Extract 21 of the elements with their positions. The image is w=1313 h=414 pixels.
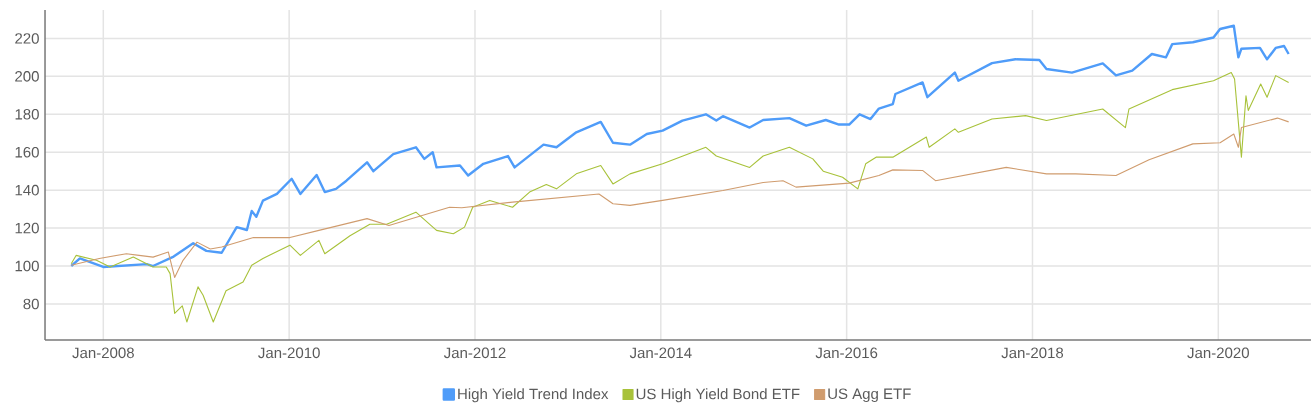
x-tick-label: Jan-2014 bbox=[629, 347, 692, 359]
y-tick-label: 120 bbox=[15, 222, 39, 234]
line-series bbox=[70, 72, 1290, 323]
legend-label: High Yield Trend Index bbox=[458, 388, 609, 403]
y-tick-label: 160 bbox=[15, 146, 39, 158]
y-tick-label: 100 bbox=[15, 260, 39, 272]
x-tick-label: Jan-2020 bbox=[1187, 347, 1249, 359]
line-series bbox=[70, 117, 1290, 278]
y-tick-label: 80 bbox=[23, 298, 39, 310]
y-tick-label: 180 bbox=[15, 108, 39, 120]
legend-label: US High Yield Bond ETF bbox=[636, 388, 800, 403]
x-tick-label: Jan-2010 bbox=[258, 347, 320, 359]
legend-label: US Agg ETF bbox=[828, 388, 911, 403]
line-series bbox=[70, 24, 1290, 269]
y-tick-label: 220 bbox=[15, 33, 39, 44]
y-tick-label: 140 bbox=[15, 184, 39, 196]
x-tick-label: Jan-2018 bbox=[1001, 347, 1064, 359]
x-tick-label: Jan-2016 bbox=[815, 347, 878, 359]
y-tick-label: 200 bbox=[15, 71, 39, 82]
x-tick-label: Jan-2012 bbox=[443, 347, 506, 359]
x-tick-label: Jan-2008 bbox=[72, 347, 134, 359]
